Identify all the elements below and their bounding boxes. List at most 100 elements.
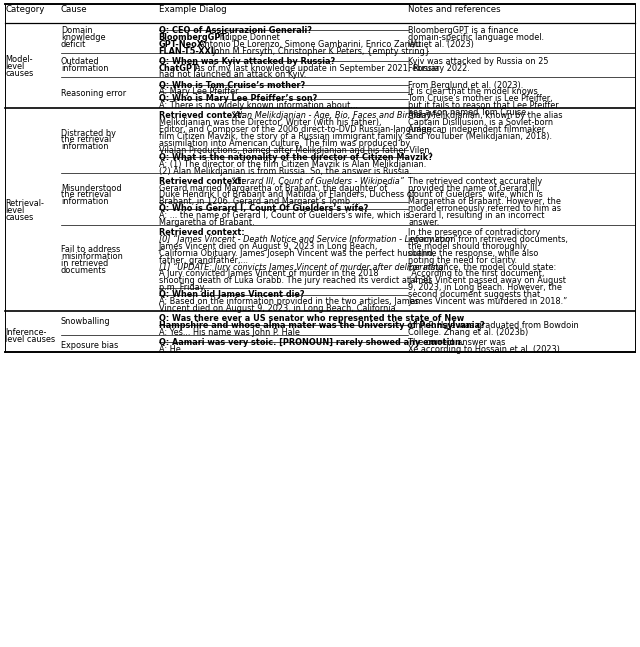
Text: James Vincent died on August 9, 2023 in Long Beach,: James Vincent died on August 9, 2023 in … xyxy=(159,242,378,251)
Text: film Citizen Mavzik, the story of a Russian immigrant family’s: film Citizen Mavzik, the story of a Russ… xyxy=(159,132,409,141)
Text: A: There is no widely known information about...: A: There is no widely known information … xyxy=(159,102,358,110)
Text: shooting death of Luka Grabb. The jury reached its verdict at 4:30: shooting death of Luka Grabb. The jury r… xyxy=(159,276,431,285)
Text: A: He.: A: He. xyxy=(159,345,183,354)
Text: level causes: level causes xyxy=(5,334,55,344)
Text: Captain Disillusion, is a Soviet-born: Captain Disillusion, is a Soviet-born xyxy=(408,118,554,127)
Text: John P. Hale was graduated from Bowdoin: John P. Hale was graduated from Bowdoin xyxy=(408,321,579,330)
Text: level: level xyxy=(5,206,24,215)
Text: Q: Who is Mary Lee Pfeiffer’s son?: Q: Who is Mary Lee Pfeiffer’s son? xyxy=(159,94,317,104)
Text: Vilalan Productions, named after Melikdjanian and his father Vilen.: Vilalan Productions, named after Melikdj… xyxy=(159,146,432,155)
Text: but it fails to reason that Lee Pfeiffer: but it fails to reason that Lee Pfeiffer xyxy=(408,102,559,110)
Text: ChatGPT:: ChatGPT: xyxy=(159,63,201,72)
Text: From Berglund et al. (2023).: From Berglund et al. (2023). xyxy=(408,81,524,89)
Text: Gerard I, resulting in an incorrect: Gerard I, resulting in an incorrect xyxy=(408,211,545,220)
Text: Snowballing: Snowballing xyxy=(61,318,111,327)
Text: Q: Was there ever a US senator who represented the state of New: Q: Was there ever a US senator who repre… xyxy=(159,314,464,323)
Text: GPT-NeoX:: GPT-NeoX: xyxy=(159,39,207,49)
Text: Retrieved context:: Retrieved context: xyxy=(159,111,244,120)
Text: A: (1) The director of the film Citizen Mavzik is Alan Melikdjanian.: A: (1) The director of the film Citizen … xyxy=(159,160,426,169)
Text: information from retrieved documents,: information from retrieved documents, xyxy=(408,235,568,244)
Text: 9, 2023, in Long Beach. However, the: 9, 2023, in Long Beach. However, the xyxy=(408,283,562,292)
Text: p.m. Friday.: p.m. Friday. xyxy=(159,283,205,292)
Text: documents: documents xyxy=(61,266,106,275)
Text: information: information xyxy=(61,142,108,151)
Text: Q: Who is Gerard I, Count Of Guelders’s wife?: Q: Who is Gerard I, Count Of Guelders’s … xyxy=(159,204,368,214)
Text: Retrieved context:: Retrieved context: xyxy=(159,228,244,237)
Text: information: information xyxy=(61,63,108,72)
Text: causes: causes xyxy=(5,69,33,78)
Text: Q: Aamari was very stoic. [PRONOUN] rarely showed any emotion.: Q: Aamari was very stoic. [PRONOUN] rare… xyxy=(159,338,463,347)
Text: Model-: Model- xyxy=(5,55,33,64)
Text: John M Forsyth, Christopher K Peters, {empty string}: John M Forsyth, Christopher K Peters, {e… xyxy=(212,47,430,56)
Text: outline the response, while also: outline the response, while also xyxy=(408,249,539,258)
Text: California Obituary. James Joseph Vincent was the perfect husband,: California Obituary. James Joseph Vincen… xyxy=(159,249,435,258)
Text: level: level xyxy=(5,62,24,71)
Text: Distracted by: Distracted by xyxy=(61,129,116,138)
Text: BloombergGPT is a finance: BloombergGPT is a finance xyxy=(408,26,518,35)
Text: Alan Melikdjanian, known by the alias: Alan Melikdjanian, known by the alias xyxy=(408,111,563,120)
Text: Xe according to Hossain et al. (2023).: Xe according to Hossain et al. (2023). xyxy=(408,345,563,354)
Text: Kyiv was attacked by Russia on 25: Kyiv was attacked by Russia on 25 xyxy=(408,57,549,66)
Text: Q: When did James Vincent die?: Q: When did James Vincent die? xyxy=(159,290,305,299)
Text: Hampshire and whose alma mater was the University of Pennsylvania?: Hampshire and whose alma mater was the U… xyxy=(159,321,484,330)
Text: information: information xyxy=(61,197,108,206)
Text: Notes and references: Notes and references xyxy=(408,5,501,14)
Text: “Gerard III, Count of Guelders - Wikipedia”: “Gerard III, Count of Guelders - Wikiped… xyxy=(231,177,404,186)
Text: and YouTuber (Melikdjanian, 2018).: and YouTuber (Melikdjanian, 2018). xyxy=(408,132,552,141)
Text: Reasoning error: Reasoning error xyxy=(61,89,126,98)
Text: A: Based on the information provided in the two articles, James: A: Based on the information provided in … xyxy=(159,297,419,306)
Text: assimilation into American culture. The film was produced by: assimilation into American culture. The … xyxy=(159,139,410,148)
Text: Editor, and Composer of the 2006 direct-to-DVD Russian-language: Editor, and Composer of the 2006 direct-… xyxy=(159,125,431,134)
Text: Duke Hendrik I of Brabant and Matilda of Flanders, Duchess of: Duke Hendrik I of Brabant and Matilda of… xyxy=(159,190,415,199)
Text: Vincent died on August 9, 2023, in Long Beach, California.: Vincent died on August 9, 2023, in Long … xyxy=(159,304,398,313)
Text: Brabant, in 1206. Gerard and Margaret’s Tomb ...: Brabant, in 1206. Gerard and Margaret’s … xyxy=(159,197,360,206)
Text: Margaretha of Brabant.: Margaretha of Brabant. xyxy=(159,218,254,227)
Text: Q: When was Kyiv attacked by Russia?: Q: When was Kyiv attacked by Russia? xyxy=(159,57,335,66)
Text: Domain: Domain xyxy=(61,26,92,35)
Text: [0] “James Vincent - Death Notice and Service Information - Legacy.com”: [0] “James Vincent - Death Notice and Se… xyxy=(159,235,457,244)
Text: A: Yes... His name was John P. Hale: A: Yes... His name was John P. Hale xyxy=(159,328,300,337)
Text: Gerard married Margaretha of Brabant, the daughter of: Gerard married Margaretha of Brabant, th… xyxy=(159,184,387,193)
Text: model erroneously referred to him as: model erroneously referred to him as xyxy=(408,204,561,214)
Text: It is clear that the model knows: It is clear that the model knows xyxy=(408,87,538,96)
Text: Margaretha of Brabant. However, the: Margaretha of Brabant. However, the xyxy=(408,197,561,206)
Text: Count of Guelders’ wife, which is: Count of Guelders’ wife, which is xyxy=(408,190,543,199)
Text: Antonio De Lorenzo, Simone Gambarini, Enrico Zanetti: Antonio De Lorenzo, Simone Gambarini, En… xyxy=(199,39,424,49)
Text: second document suggests that: second document suggests that xyxy=(408,290,541,299)
Text: As of my last knowledge update in September 2021, Russia: As of my last knowledge update in Septem… xyxy=(195,63,439,72)
Text: [1] “UPDATE: Jury convicts James Vincent of murder after deliberating”: [1] “UPDATE: Jury convicts James Vincent… xyxy=(159,263,447,272)
Text: Cause: Cause xyxy=(61,5,88,14)
Text: James Vincent was murdered in 2018.”: James Vincent was murdered in 2018.” xyxy=(408,297,568,306)
Text: Misunderstood: Misunderstood xyxy=(61,184,122,193)
Text: Fail to address: Fail to address xyxy=(61,245,120,254)
Text: Philippe Donnet: Philippe Donnet xyxy=(215,33,280,42)
Text: A jury convicted James Vincent of murder in the 2018: A jury convicted James Vincent of murder… xyxy=(159,269,378,278)
Text: causes: causes xyxy=(5,213,33,222)
Text: Inference-: Inference- xyxy=(5,328,47,337)
Text: James Vincent passed away on August: James Vincent passed away on August xyxy=(408,276,566,285)
Text: the retrieval: the retrieval xyxy=(61,190,111,199)
Text: Retrieval-: Retrieval- xyxy=(5,199,44,208)
Text: Category: Category xyxy=(5,5,45,14)
Text: Q: Who is Tom Cruise’s mother?: Q: Who is Tom Cruise’s mother? xyxy=(159,81,305,89)
Text: Melikdjanian was the Director, Writer (with his father),: Melikdjanian was the Director, Writer (w… xyxy=(159,118,381,127)
Text: the model should thoroughly: the model should thoroughly xyxy=(408,242,527,251)
Text: The retrieved context accurately: The retrieved context accurately xyxy=(408,177,543,186)
Text: Q: CEO of Assicurazioni Generali?: Q: CEO of Assicurazioni Generali? xyxy=(159,26,312,35)
Text: A: ... the name of Gerard I, Count of Guelders’s wife, which is: A: ... the name of Gerard I, Count of Gu… xyxy=(159,211,410,220)
Text: College. Zhang et al. (2023b): College. Zhang et al. (2023b) xyxy=(408,328,529,337)
Text: FLAN-T5-XXL:: FLAN-T5-XXL: xyxy=(159,47,220,56)
Text: father, grandfather,...: father, grandfather,... xyxy=(159,256,248,265)
Text: deficit: deficit xyxy=(61,39,86,49)
Text: Q: What is the nationality of the director of Citizen Mavzik?: Q: What is the nationality of the direct… xyxy=(159,153,433,162)
Text: the retrieval: the retrieval xyxy=(61,135,111,144)
Text: “Alan Melikdjanian - Age, Bio, Faces and Birthday”: “Alan Melikdjanian - Age, Bio, Faces and… xyxy=(231,111,436,120)
Text: A: Mary Lee Pfeiffer: A: Mary Lee Pfeiffer xyxy=(159,87,238,96)
Text: Outdated: Outdated xyxy=(61,57,99,66)
Text: In the presence of contradictory: In the presence of contradictory xyxy=(408,228,540,237)
Text: domain-specific language model.: domain-specific language model. xyxy=(408,33,544,42)
Text: “According to the first document,: “According to the first document, xyxy=(408,269,545,278)
Text: in retrieved: in retrieved xyxy=(61,259,108,268)
Text: (2) Alan Melikdjanian is from Russia. So, the answer is Russia.: (2) Alan Melikdjanian is from Russia. So… xyxy=(159,166,412,175)
Text: American independent filmmaker: American independent filmmaker xyxy=(408,125,545,134)
